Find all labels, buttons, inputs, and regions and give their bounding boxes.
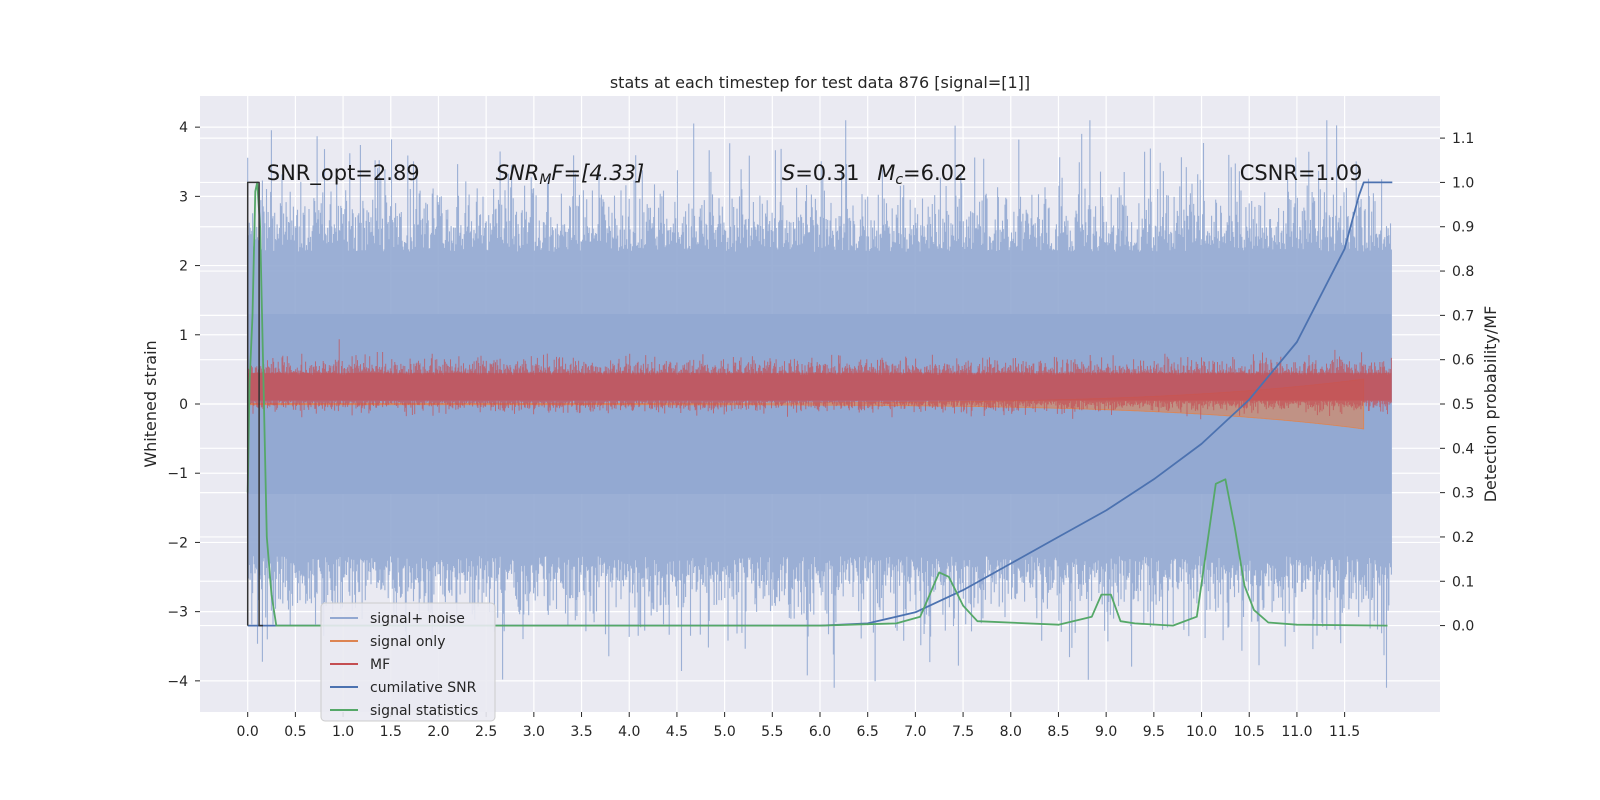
axes: 0.0 0.5 1.0 1.5 2.0 2.5 3.0 3.5 4.0 4.5 5.0 5.5 6.0 6… <box>167 120 1474 740</box>
annotation-main: M <box>877 161 895 185</box>
series-line <box>246 181 1388 627</box>
annotation-sub: c <box>895 172 903 188</box>
y2-tick-label: 0.6 <box>1452 353 1474 369</box>
y-tick-label: 1 <box>179 328 188 344</box>
y-tick-label: −1 <box>167 466 188 482</box>
annotation-3: Mc=6.02 <box>877 161 967 188</box>
y2-tick-label: 0.9 <box>1452 220 1474 236</box>
y2-tick-label: 0.8 <box>1452 264 1474 280</box>
annotation-main: S <box>782 161 795 185</box>
y-tick-label: 0 <box>179 397 188 413</box>
legend-item-label: cumilative SNR <box>370 680 477 696</box>
series-marker-line <box>246 181 263 627</box>
x-tick-label: 10.0 <box>1186 724 1217 740</box>
x-tick-label: 6.5 <box>857 724 879 740</box>
x-tick-label: 0.0 <box>237 724 259 740</box>
y-tick-label: −2 <box>167 535 188 551</box>
x-tick-label: 6.0 <box>809 724 831 740</box>
x-tick-label: 11.0 <box>1281 724 1312 740</box>
y-tick-label: 2 <box>179 259 188 275</box>
y2-tick-label: 0.1 <box>1452 574 1474 590</box>
y2-tick-label: 0.4 <box>1452 441 1474 457</box>
y-axis-label: Whitened strain <box>141 340 160 467</box>
annotation-rest: =0.31 <box>795 161 859 185</box>
series-cumilative-snr <box>247 181 1393 627</box>
x-tick-label: 2.0 <box>427 724 449 740</box>
y2-tick-label: 0.5 <box>1452 397 1474 413</box>
annotation-rest: =6.02 <box>903 161 967 185</box>
x-tick-label: 4.5 <box>666 724 688 740</box>
x-tick-label: 5.0 <box>713 724 735 740</box>
y-tick-label: −3 <box>167 605 188 621</box>
x-tick-label: 0.5 <box>284 724 306 740</box>
y2-tick-label: 1.1 <box>1452 131 1474 147</box>
annotation-1: SNRMF=[4.33] <box>496 161 645 188</box>
series-line <box>247 181 1393 627</box>
x-tick-label: 11.5 <box>1329 724 1360 740</box>
annotations: SNR_opt=2.89 SNRMF=[4.33] S=0.31 Mc=6.02 CSN… <box>267 161 1363 188</box>
y2-tick-label: 0.3 <box>1452 486 1474 502</box>
legend-item-label: MF <box>370 657 390 673</box>
legend-item-label: signal+ noise <box>370 611 465 627</box>
x-tick-label: 8.5 <box>1047 724 1069 740</box>
x-tick-label: 7.0 <box>904 724 926 740</box>
annotation-main: SNR <box>496 161 540 185</box>
x-tick-label: 1.5 <box>380 724 402 740</box>
series-mf <box>247 339 1392 420</box>
x-tick-label: 7.5 <box>952 724 974 740</box>
annotation-2: S=0.31 <box>782 161 860 185</box>
y2-tick-label: 1.0 <box>1452 175 1474 191</box>
x-tick-label: 8.0 <box>1000 724 1022 740</box>
legend-item-label: signal statistics <box>370 703 478 719</box>
legend-item-label: signal only <box>370 634 445 650</box>
x-tick-label: 1.0 <box>332 724 354 740</box>
annotation-sub: M <box>539 172 551 188</box>
series-line <box>246 181 263 627</box>
y-tick-label: 4 <box>179 120 188 136</box>
x-tick-label: 3.0 <box>523 724 545 740</box>
annotation-main: CSNR=1.09 <box>1240 161 1363 185</box>
annotation-0: SNR_opt=2.89 <box>267 161 420 186</box>
annotation-rest: F=[4.33] <box>551 161 644 185</box>
x-tick-label: 10.5 <box>1234 724 1265 740</box>
x-tick-label: 4.0 <box>618 724 640 740</box>
y-tick-label: 3 <box>179 189 188 205</box>
y2-tick-label: 0.0 <box>1452 619 1474 635</box>
annotation-main: SNR_opt=2.89 <box>267 161 420 186</box>
legend[interactable]: signal+ noise signal only MF cumilative SNR… <box>320 602 496 722</box>
x-tick-label: 5.5 <box>761 724 783 740</box>
x-tick-label: 9.5 <box>1143 724 1165 740</box>
chart-title: stats at each timestep for test data 876… <box>610 73 1030 92</box>
y2-tick-label: 0.7 <box>1452 308 1474 324</box>
y2-axis-label: Detection probability/MF <box>1481 306 1500 503</box>
legend-box <box>320 602 496 722</box>
annotation-4: CSNR=1.09 <box>1240 161 1363 185</box>
x-tick-label: 3.5 <box>570 724 592 740</box>
x-tick-label: 2.5 <box>475 724 497 740</box>
y-tick-label: −4 <box>167 674 188 690</box>
plot-area <box>246 120 1393 688</box>
series-signal-statistics <box>246 181 1388 627</box>
x-tick-label: 9.0 <box>1095 724 1117 740</box>
y2-tick-label: 0.2 <box>1452 530 1474 546</box>
